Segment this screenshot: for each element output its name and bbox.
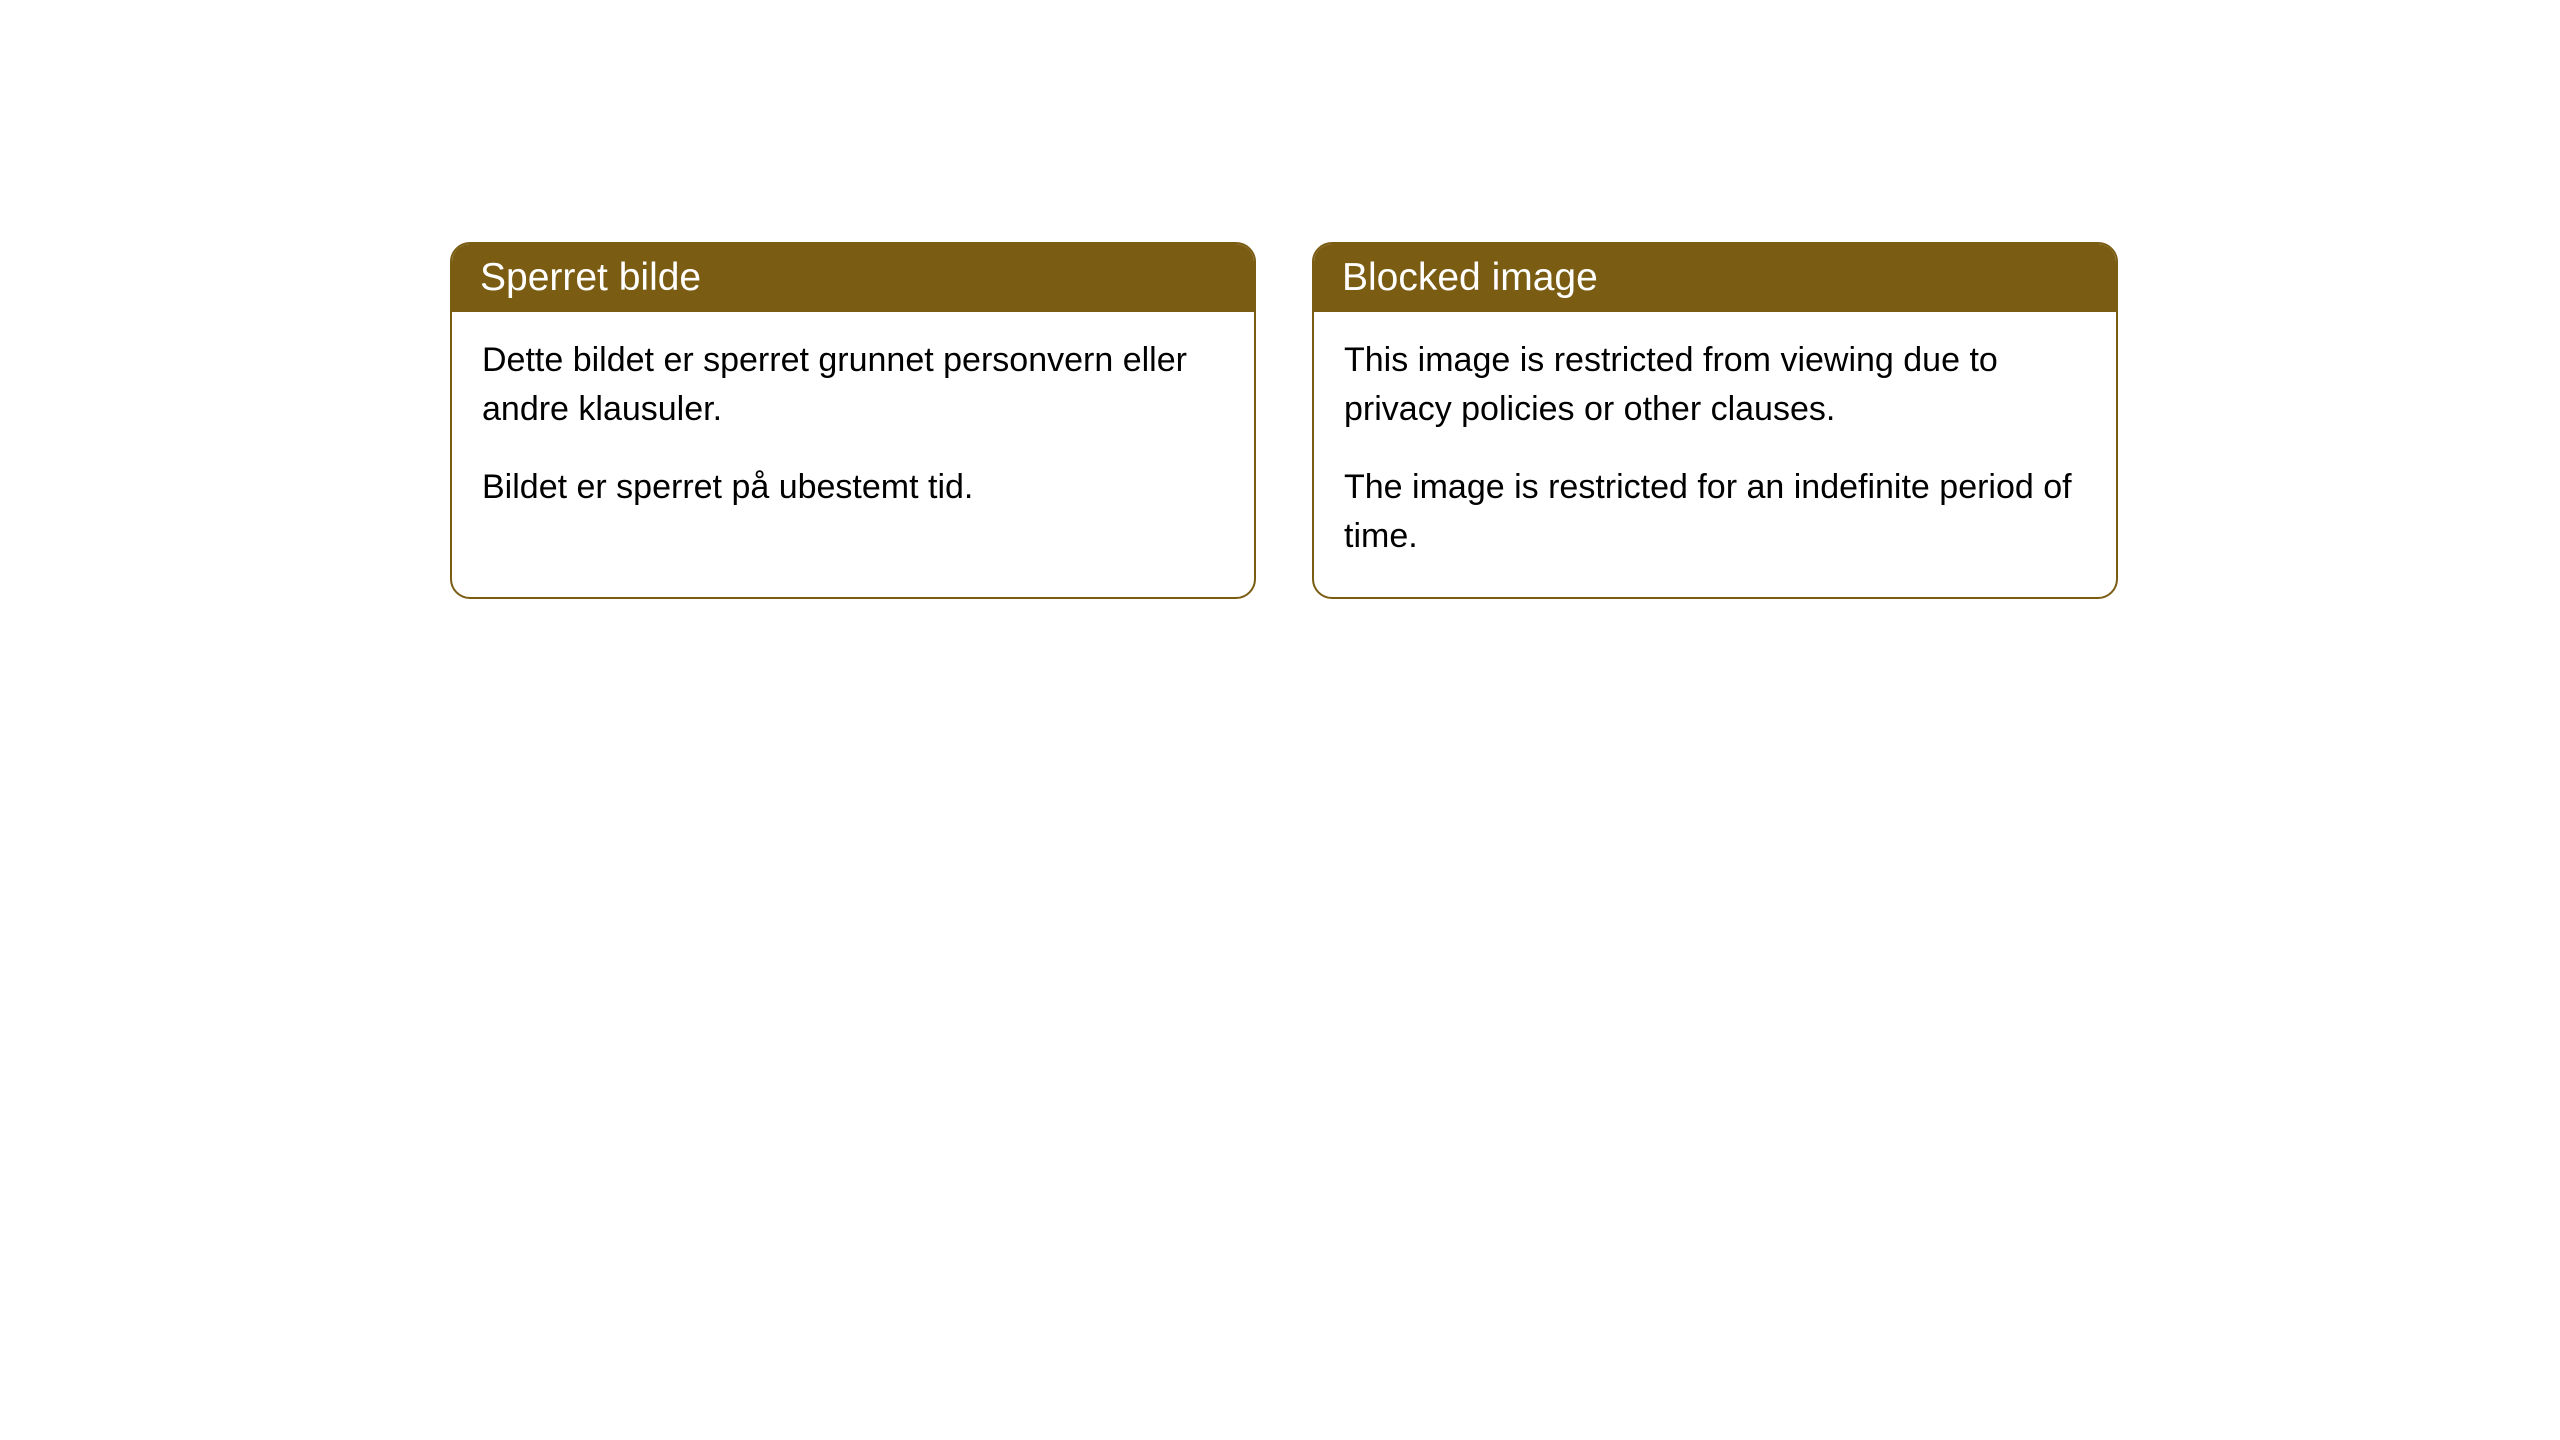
card-paragraph: Dette bildet er sperret grunnet personve… — [482, 336, 1224, 435]
card-paragraph: This image is restricted from viewing du… — [1344, 336, 2086, 435]
card-body-english: This image is restricted from viewing du… — [1314, 312, 2116, 597]
blocked-image-card-english: Blocked image This image is restricted f… — [1312, 242, 2118, 599]
card-paragraph: The image is restricted for an indefinit… — [1344, 463, 2086, 562]
card-paragraph: Bildet er sperret på ubestemt tid. — [482, 463, 1224, 512]
card-body-norwegian: Dette bildet er sperret grunnet personve… — [452, 312, 1254, 548]
card-header-norwegian: Sperret bilde — [452, 244, 1254, 312]
blocked-image-card-norwegian: Sperret bilde Dette bildet er sperret gr… — [450, 242, 1256, 599]
card-header-english: Blocked image — [1314, 244, 2116, 312]
card-title: Blocked image — [1342, 256, 1598, 299]
card-title: Sperret bilde — [480, 256, 701, 299]
notice-cards-container: Sperret bilde Dette bildet er sperret gr… — [450, 242, 2118, 599]
